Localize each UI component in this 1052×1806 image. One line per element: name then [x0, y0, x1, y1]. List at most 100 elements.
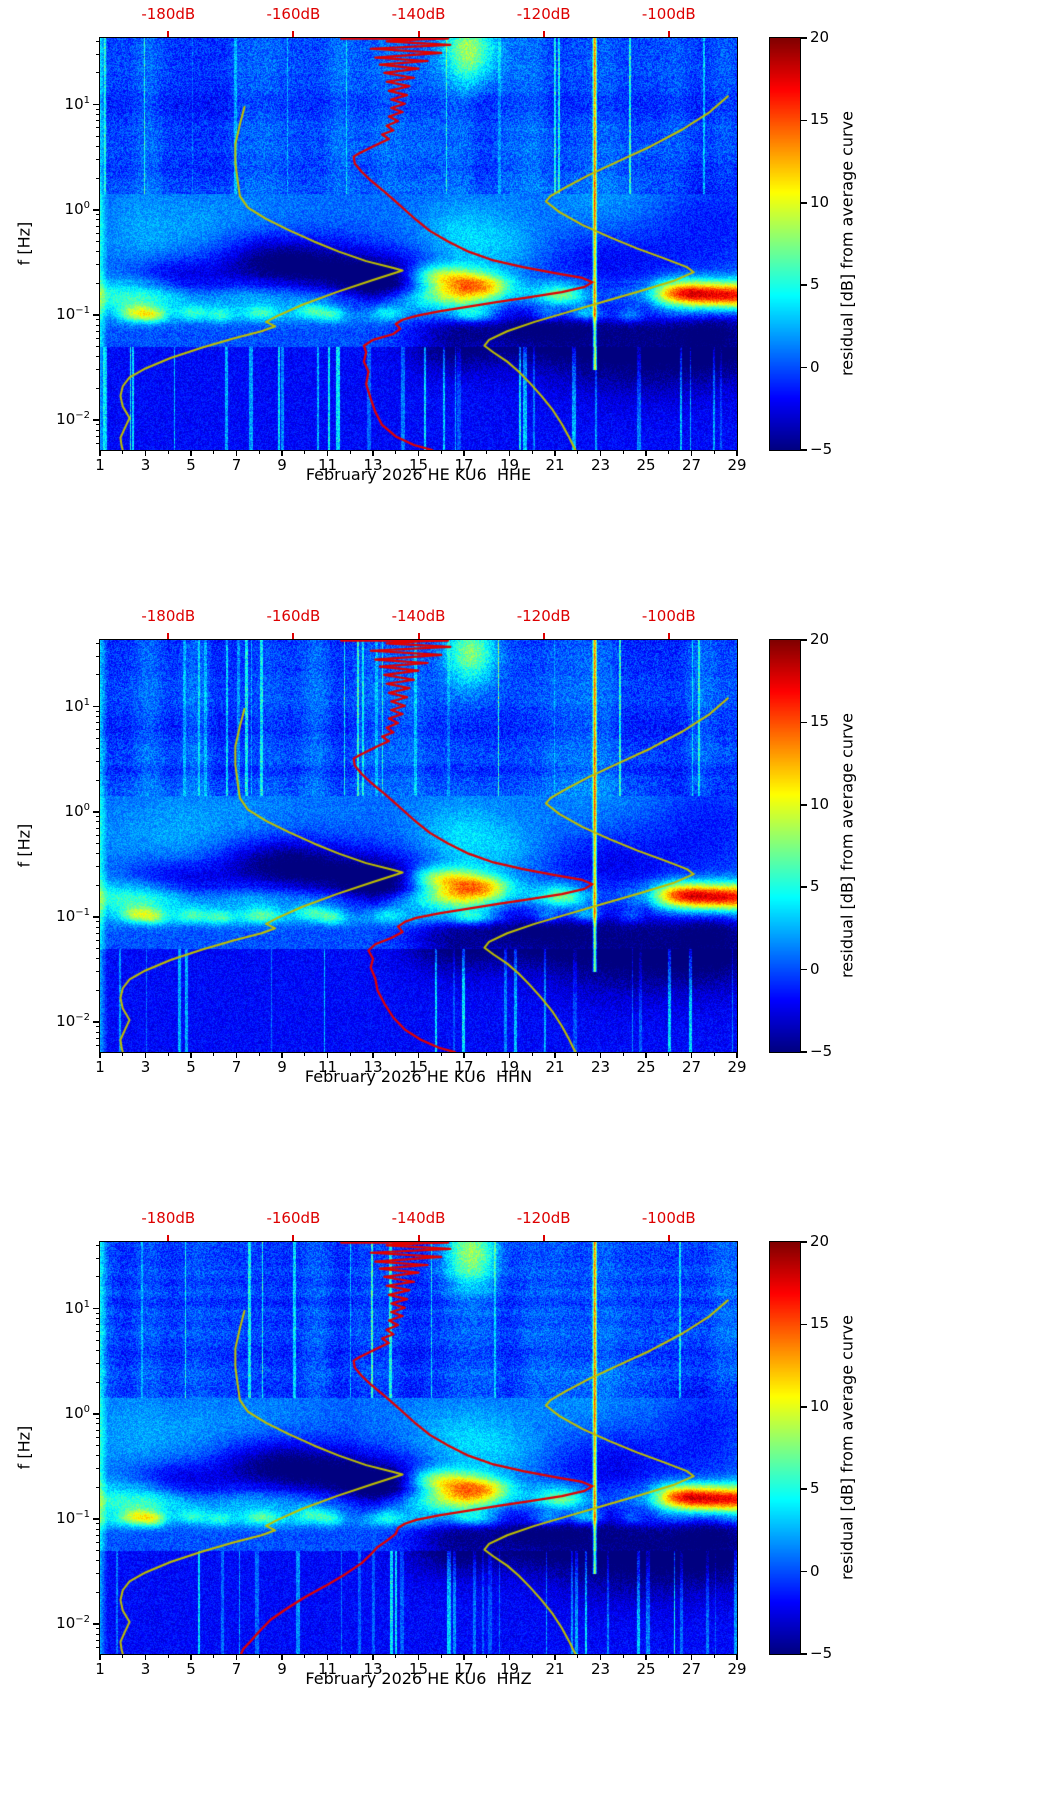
x-tick	[190, 1052, 192, 1058]
x-tick	[599, 1052, 602, 1058]
y-minor-tick	[95, 1276, 99, 1278]
y-minor-tick	[95, 108, 99, 110]
y-minor-tick	[95, 1363, 99, 1365]
x-minor-tick	[304, 450, 306, 454]
x-tick-label: 11	[317, 456, 338, 474]
x-tick-label: 11	[317, 1660, 338, 1678]
y-minor-tick	[95, 127, 99, 129]
colorbar-tick-label: −5	[810, 1042, 833, 1060]
y-minor-tick	[95, 747, 99, 749]
x-tick-label: 1	[95, 1058, 105, 1076]
y-tick-label: 10−2	[56, 410, 90, 429]
x-tick-label: 17	[454, 1058, 474, 1076]
x-tick-label: 19	[499, 456, 520, 474]
x-tick	[235, 1052, 238, 1058]
y-minor-tick	[95, 53, 99, 55]
x-tick	[281, 1052, 283, 1058]
colorbar-tick-label: 10	[810, 794, 830, 813]
colorbar-tick	[801, 639, 807, 641]
top-db-tick	[417, 31, 420, 37]
y-minor-tick	[95, 729, 99, 731]
y-minor-tick	[95, 1528, 99, 1530]
y-minor-tick	[95, 1324, 99, 1326]
y-minor-tick	[95, 958, 99, 960]
x-tick	[372, 1052, 374, 1058]
x-tick	[554, 1654, 556, 1660]
x-tick-label: 15	[408, 1660, 429, 1678]
y-tick-label: 10−1	[56, 304, 90, 323]
y-tick	[93, 705, 99, 708]
y-minor-tick	[95, 921, 99, 923]
top-db-tick-label: -140dB	[391, 5, 446, 23]
y-minor-tick	[95, 1349, 99, 1351]
x-tick	[736, 450, 738, 456]
x-tick-label: 9	[277, 1058, 287, 1076]
colorbar-tick	[801, 1241, 807, 1243]
x-minor-tick	[622, 450, 624, 454]
x-minor-tick	[122, 1654, 124, 1658]
y-minor-tick	[95, 72, 99, 74]
colorbar-tick	[801, 366, 807, 369]
x-minor-tick	[349, 1052, 351, 1056]
x-minor-tick	[440, 450, 442, 454]
x-minor-tick	[395, 1654, 397, 1658]
spectrogram-canvas	[100, 38, 737, 450]
y-minor-tick	[95, 251, 99, 253]
x-tick	[99, 1654, 101, 1660]
spectrogram-panel: -180dB -160dB -140dB -120dB -100dB 1 3 5 7 9 11 13…	[0, 602, 1052, 1204]
x-tick	[281, 450, 283, 456]
x-minor-tick	[304, 1654, 306, 1658]
top-db-tick	[292, 633, 295, 639]
x-tick	[508, 1052, 511, 1058]
colorbar-tick	[801, 1488, 807, 1490]
y-minor-tick	[95, 1534, 99, 1536]
x-tick-label: 5	[186, 1660, 196, 1678]
colorbar-tick	[801, 1653, 807, 1655]
y-minor-tick	[95, 834, 99, 836]
y-minor-tick	[95, 1455, 99, 1457]
x-minor-tick	[486, 450, 488, 454]
x-minor-tick	[395, 1052, 397, 1056]
x-tick	[508, 1654, 511, 1660]
x-tick-label: 19	[499, 1660, 520, 1678]
colorbar-tick	[801, 119, 807, 122]
y-tick-label: 101	[64, 1298, 90, 1317]
y-minor-tick	[95, 40, 99, 42]
top-db-tick	[167, 1235, 170, 1241]
x-tick-label: 7	[231, 1660, 242, 1678]
x-minor-tick	[349, 1654, 351, 1658]
y-tick	[93, 103, 99, 106]
x-tick	[144, 1052, 147, 1058]
y-minor-tick	[95, 710, 99, 712]
top-db-tick-label: -120dB	[516, 5, 571, 23]
x-tick-label: 25	[636, 1058, 656, 1076]
y-minor-tick	[95, 264, 99, 266]
y-minor-tick	[95, 1591, 99, 1593]
top-db-tick	[667, 31, 670, 37]
y-minor-tick	[95, 135, 99, 137]
y-minor-tick	[95, 1550, 99, 1552]
y-minor-tick	[95, 1418, 99, 1420]
x-tick-label: 27	[681, 1660, 702, 1678]
x-tick	[736, 1052, 738, 1058]
y-minor-tick	[95, 971, 99, 973]
y-minor-tick	[95, 716, 99, 718]
y-minor-tick	[95, 330, 99, 332]
y-tick	[93, 1307, 99, 1310]
x-tick	[736, 1654, 738, 1660]
top-db-tick-label: -120dB	[516, 607, 571, 625]
x-tick-label: 21	[545, 1058, 565, 1076]
x-tick	[690, 450, 693, 456]
y-minor-tick	[95, 884, 99, 886]
y-tick	[93, 1413, 99, 1415]
x-axis-label: February 2026 HE KU6 HHN	[304, 1067, 533, 1086]
x-minor-tick	[486, 1052, 488, 1056]
y-minor-tick	[95, 926, 99, 928]
x-minor-tick	[122, 450, 124, 454]
colorbar-tick-label: 15	[810, 110, 830, 129]
x-minor-tick	[622, 1654, 624, 1658]
x-minor-tick	[213, 1654, 215, 1658]
x-tick	[235, 1654, 238, 1660]
top-db-tick	[167, 633, 170, 639]
